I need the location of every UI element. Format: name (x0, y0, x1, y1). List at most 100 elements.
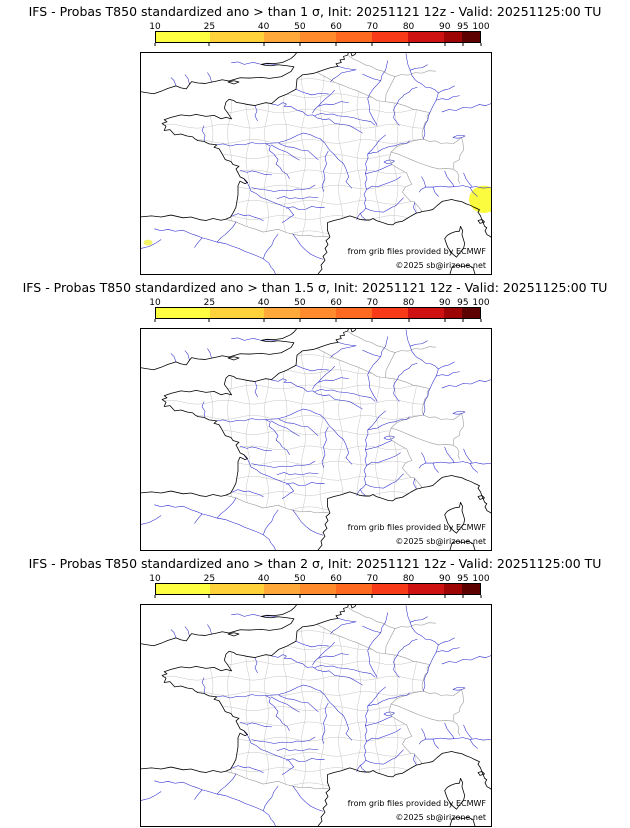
map-background (141, 53, 491, 274)
colorbar-tick-marks (154, 595, 482, 598)
france-weather-map-svg (141, 53, 491, 274)
colorbar-tick-mark (335, 319, 337, 322)
colorbar-tick-label: 80 (402, 22, 415, 32)
colorbar-tick-mark (208, 595, 210, 598)
map-background (141, 605, 491, 826)
colorbar-tick-label: 25 (203, 574, 216, 584)
colorbar-segment (408, 308, 444, 318)
colorbar-tick-label: 80 (402, 298, 415, 308)
colorbar-tick-mark (208, 43, 210, 46)
country-borders (225, 330, 464, 514)
colorbar-segment (462, 308, 480, 318)
colorbar-tick-mark (263, 43, 265, 46)
colorbar-tick-mark (371, 595, 373, 598)
colorbar-segment (462, 32, 480, 42)
colorbar-tick-label: 25 (203, 22, 216, 32)
colorbar-tick-labels: 10 25 40 50 60 70 80 90 95 100 (149, 22, 489, 32)
colorbar-tick-mark (408, 319, 410, 322)
copyright-credit: ©2025 sb@irizone.net (395, 813, 486, 822)
colorbar-tick-mark (444, 319, 446, 322)
colorbar-tick-mark (299, 595, 301, 598)
colorbar-tick-label: 70 (366, 298, 379, 308)
france-map (141, 53, 491, 274)
coastlines (141, 53, 491, 274)
colorbar-tick-label: 70 (366, 574, 379, 584)
colorbar-segment (336, 584, 372, 594)
colorbar-tick-mark (154, 43, 156, 46)
coastlines (141, 605, 491, 826)
panel-title: IFS - Probas T850 standardized ano > tha… (28, 4, 602, 19)
colorbar-tick-marks (154, 43, 482, 46)
colorbar-tick-label: 40 (257, 574, 270, 584)
colorbar-tick-label: 95 (457, 574, 469, 584)
data-source-credit: from grib files provided by ECMWF (347, 799, 486, 808)
colorbar-tick-label: 50 (294, 574, 306, 584)
colorbar-tick-label: 10 (149, 574, 161, 584)
colorbar-segment (299, 584, 336, 594)
colorbar-segment (210, 584, 264, 594)
panel-title: IFS - Probas T850 standardized ano > tha… (28, 556, 602, 571)
colorbar-tick-label: 100 (472, 298, 490, 308)
colorbar-segment (299, 32, 336, 42)
colorbar-tick-mark (444, 43, 446, 46)
colorbar-tick-labels: 10 25 40 50 60 70 80 90 95 100 (149, 574, 489, 584)
colorbar-tick-mark (480, 595, 482, 598)
colorbar-tick-label: 60 (330, 574, 342, 584)
colorbar-segment (443, 584, 462, 594)
colorbar-tick-label: 100 (472, 22, 490, 32)
colorbar-tick-mark (444, 595, 446, 598)
map-frame: from grib files provided by ECMWF ©2025 … (140, 604, 492, 827)
france-map (141, 605, 491, 826)
colorbar-tick-label: 95 (457, 22, 469, 32)
copyright-credit: ©2025 sb@irizone.net (395, 537, 486, 546)
coastlines (141, 329, 491, 550)
colorbar-tick-label: 70 (366, 22, 379, 32)
colorbar-tick-mark (263, 319, 265, 322)
colorbar-tick-mark (299, 43, 301, 46)
colorbar-segment (336, 308, 372, 318)
colorbar-segment (443, 32, 462, 42)
colorbar-tick-label: 60 (330, 22, 342, 32)
colorbar-tick-label: 90 (439, 298, 451, 308)
colorbar-segment (408, 32, 444, 42)
colorbar-segment (210, 32, 264, 42)
colorbar-tick-mark (263, 595, 265, 598)
colorbar-tick-mark (154, 319, 156, 322)
colorbar-segment (336, 32, 372, 42)
probability-region (143, 239, 153, 246)
colorbar-tick-label: 40 (257, 298, 270, 308)
colorbar-tick-mark (480, 43, 482, 46)
data-source-credit: from grib files provided by ECMWF (347, 247, 486, 256)
colorbar-tick-label: 25 (203, 298, 216, 308)
rivers (141, 329, 491, 550)
colorbar-segment (264, 32, 300, 42)
map-frame: from grib files provided by ECMWF ©2025 … (140, 52, 492, 275)
colorbar-segment (299, 308, 336, 318)
colorbar-tick-mark (371, 319, 373, 322)
country-borders (225, 54, 464, 238)
colorbar-tick-mark (208, 319, 210, 322)
colorbar-tick-label: 50 (294, 298, 306, 308)
colorbar-bar (155, 307, 481, 319)
colorbar-tick-mark (335, 595, 337, 598)
colorbar-tick-label: 10 (149, 298, 161, 308)
colorbar-segment (264, 584, 300, 594)
colorbar-segment (443, 308, 462, 318)
colorbar-tick-mark (480, 319, 482, 322)
colorbar-tick-label: 95 (457, 298, 469, 308)
colorbar-tick-mark (462, 319, 464, 322)
forecast-panel-sigma2: IFS - Probas T850 standardized ano > tha… (0, 552, 630, 828)
copyright-credit: ©2025 sb@irizone.net (395, 261, 486, 270)
france-weather-map-svg (141, 605, 491, 826)
colorbar-tick-mark (299, 319, 301, 322)
colorbar-segment (372, 308, 408, 318)
colorbar-tick-mark (154, 595, 156, 598)
colorbar-segment (264, 308, 300, 318)
forecast-panel-sigma1: IFS - Probas T850 standardized ano > tha… (0, 0, 630, 276)
map-background (141, 329, 491, 550)
colorbar-tick-label: 10 (149, 22, 161, 32)
colorbar-tick-mark (462, 43, 464, 46)
colorbar-segment (372, 32, 408, 42)
colorbar-segment (408, 584, 444, 594)
